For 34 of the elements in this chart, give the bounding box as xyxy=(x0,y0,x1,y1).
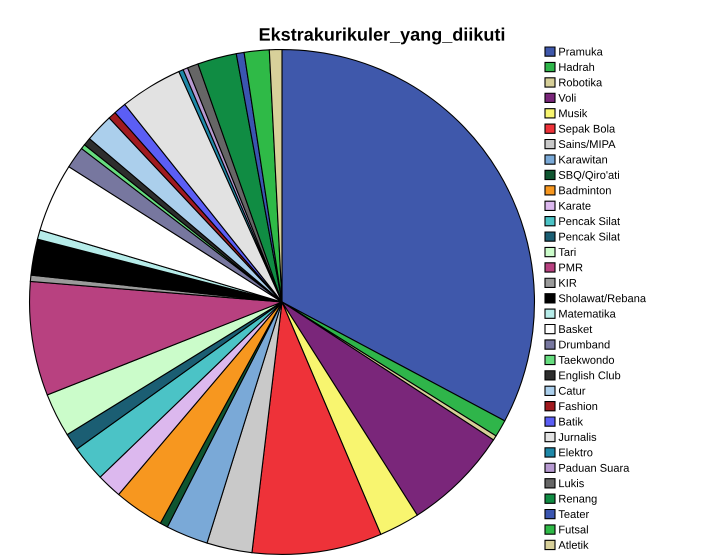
legend-label: Futsal xyxy=(559,525,588,534)
legend-label: Pencak Silat xyxy=(559,232,620,241)
legend-label: Paduan Suara xyxy=(559,464,630,472)
legend-label: Renang xyxy=(559,494,597,505)
legend-label: English Club xyxy=(559,371,620,382)
legend-label: Karawitan xyxy=(559,155,608,164)
legend-label: Sepak Bola xyxy=(558,124,616,135)
legend-label: Sains/MIPA xyxy=(558,140,616,148)
legend-label: Voli xyxy=(558,94,576,102)
legend-label: Musik xyxy=(559,109,588,118)
legend-label: Catur xyxy=(558,386,586,395)
legend-label: Elektro xyxy=(559,448,592,456)
legend-label: Basket xyxy=(559,324,592,334)
legend-label: PMR xyxy=(559,264,583,272)
legend-label: SBQ/Qiro'ati xyxy=(558,170,619,181)
legend-label: Drumband xyxy=(559,340,610,348)
legend-label: Jurnalis xyxy=(558,432,596,441)
legend-label: Sholawat/Rebana xyxy=(558,294,646,302)
legend-label: Atletik xyxy=(558,540,589,549)
legend-label: Teater xyxy=(558,510,590,518)
legend-label: Matematika xyxy=(559,309,616,318)
legend-label: Badminton xyxy=(559,186,611,194)
legend-label: Fashion xyxy=(559,402,598,410)
legend-label: Pencak Silat xyxy=(559,216,620,226)
legend-label: Hadrah xyxy=(559,62,594,71)
legend-label: Tari xyxy=(558,248,576,256)
legend-label: Robotika xyxy=(559,78,602,86)
legend-label: Karate xyxy=(559,202,591,210)
legend-label: KIR xyxy=(559,279,576,287)
chart-title: Ekstrakurikuler_yang_diikuti xyxy=(260,28,504,44)
legend-label: Pramuka xyxy=(559,47,603,56)
legend-label: Batik xyxy=(559,417,584,426)
legend-label: Lukis xyxy=(559,479,584,488)
legend-label: Taekwondo xyxy=(558,356,614,364)
